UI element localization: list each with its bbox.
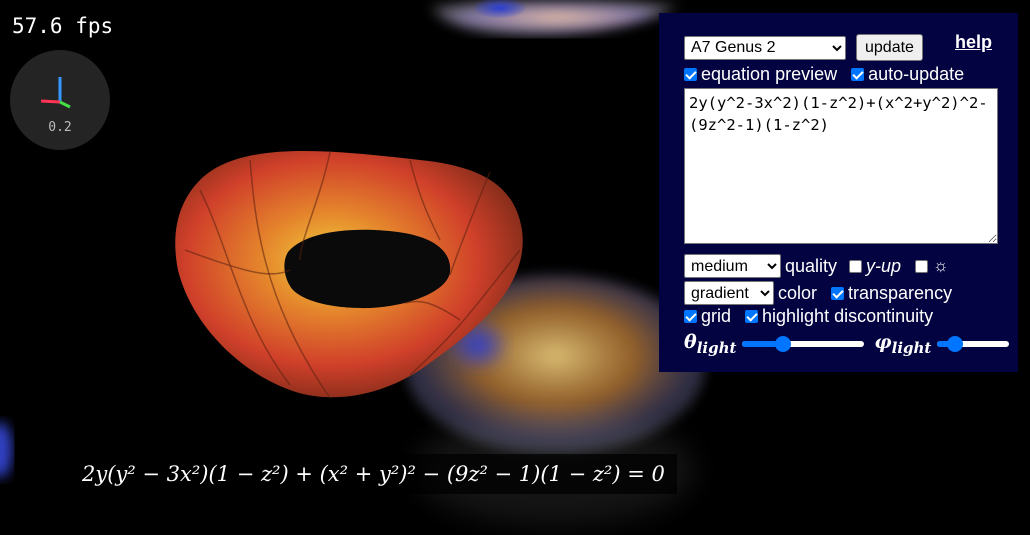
fps-counter: 57.6 fps (4, 10, 122, 42)
quality-label: quality (785, 255, 838, 276)
axes-gizmo-icon (40, 77, 71, 109)
equation-preview-checkbox[interactable] (684, 68, 697, 81)
phi-light-label: φlight (874, 331, 932, 357)
control-panel: A7 Genus 2 update help equation preview … (659, 13, 1018, 372)
auto-update-checkbox[interactable] (851, 68, 865, 81)
light-toggle-checkbox[interactable] (915, 259, 929, 273)
grid-label: grid (701, 306, 732, 326)
update-button[interactable]: update (856, 34, 923, 61)
theta-light-label: θlight (684, 331, 737, 357)
axes-widget[interactable]: 0.2 (10, 50, 110, 150)
grid-checkbox[interactable] (684, 310, 697, 323)
highlight-discontinuity-checkbox[interactable] (745, 310, 759, 323)
y-up-checkbox[interactable] (849, 259, 863, 273)
theta-light-slider[interactable] (742, 335, 865, 352)
color-select[interactable]: gradient (684, 281, 774, 305)
sun-icon: ☼ (933, 256, 949, 275)
quality-select[interactable]: medium (684, 254, 781, 278)
equation-input[interactable]: 2y(y^2-3x^2)(1-z^2)+(x^2+y^2)^2-(9z^2-1)… (684, 88, 998, 244)
equation-preview-label: equation preview (701, 64, 838, 84)
color-label: color (778, 282, 818, 303)
transparency-checkbox[interactable] (831, 286, 845, 300)
axes-scale-label: 0.2 (48, 120, 72, 135)
phi-light-slider[interactable] (937, 335, 1010, 352)
auto-update-label: auto-update (868, 64, 965, 84)
transparency-label: transparency (848, 282, 953, 303)
highlight-discontinuity-label: highlight discontinuity (762, 306, 934, 326)
y-axis-icon (59, 100, 71, 109)
help-link[interactable]: help (954, 32, 992, 52)
x-axis-icon (40, 99, 61, 104)
preset-select[interactable]: A7 Genus 2 (684, 35, 846, 60)
y-up-label: y-up (866, 255, 902, 276)
equation-preview-caption: 2y(y² − 3x²)(1 − z²) + (x² + y²)² − (9z²… (70, 454, 677, 494)
